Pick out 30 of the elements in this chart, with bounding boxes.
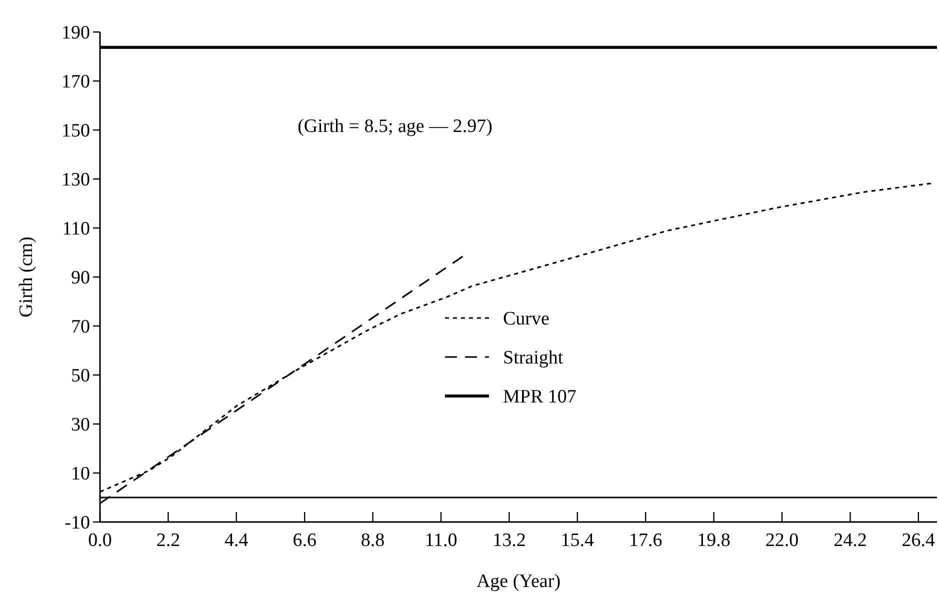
- x-tick-label: 2.2: [156, 530, 180, 551]
- x-tick-label: 24.2: [834, 530, 867, 551]
- y-tick-label: 30: [71, 414, 90, 436]
- legend-label: Straight: [503, 348, 564, 369]
- y-axis-title: Girth (cm): [16, 236, 37, 318]
- y-tick-label: 190: [62, 22, 90, 44]
- x-tick-label: 11.0: [424, 530, 458, 551]
- x-tick-label: 15.4: [560, 530, 595, 551]
- x-tick-label: 13.2: [492, 530, 526, 551]
- y-tick-label: 10: [71, 464, 90, 485]
- annotation: (Girth = 8.5; age — 2.97): [298, 116, 492, 137]
- legend-label: MPR 107: [503, 386, 576, 408]
- y-tick-label: 90: [71, 268, 90, 289]
- x-tick-label: 22.0: [765, 530, 799, 551]
- y-tick-label: 150: [62, 120, 90, 142]
- y-tick-label: 50: [71, 366, 90, 387]
- x-tick-label: 26.4: [902, 530, 936, 551]
- x-tick-label: 19.8: [697, 530, 730, 551]
- y-tick-label: -10: [64, 512, 90, 534]
- x-tick-label: 17.6: [628, 530, 662, 551]
- x-tick-label: 6.6: [292, 530, 316, 551]
- x-tick-label: 4.4: [224, 530, 249, 551]
- x-axis-title: Age (Year): [476, 571, 561, 592]
- y-tick-label: 110: [62, 218, 90, 240]
- y-tick-label: 170: [62, 72, 90, 93]
- y-tick-label: 70: [71, 316, 90, 338]
- x-tick-label: 8.8: [360, 530, 385, 551]
- legend-label: Curve: [503, 308, 550, 330]
- y-tick-label: 130: [62, 170, 90, 191]
- x-tick-label: 0.0: [88, 530, 112, 551]
